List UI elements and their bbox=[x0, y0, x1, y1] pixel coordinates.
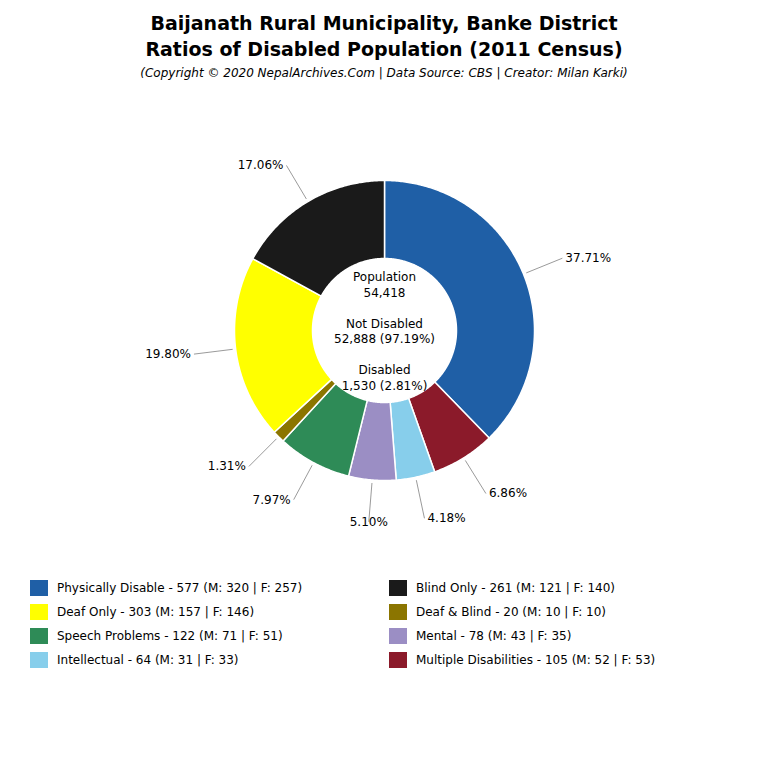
svg-text:4.18%: 4.18% bbox=[427, 511, 465, 525]
svg-text:17.06%: 17.06% bbox=[238, 158, 284, 172]
html-text:Mental - 78 (M: 43 | F: 35): Mental - 78 (M: 43 | F: 35) bbox=[416, 629, 572, 643]
html-text:(Copyright © 2020 NepalArchive: (Copyright © 2020 NepalArchives.Com | Da… bbox=[140, 66, 628, 80]
svg-text:5.10%: 5.10% bbox=[350, 515, 388, 529]
svg-text:Population54,418Not Disabled52: Population54,418Not Disabled52,888 (97.1… bbox=[334, 270, 435, 393]
html-text:Intellectual - 64 (M: 31 | F:: Intellectual - 64 (M: 31 | F: 33) bbox=[57, 653, 239, 667]
svg-text:6.86%: 6.86% bbox=[489, 486, 527, 500]
html-text:Speech Problems - 122 (M: 71 |: Speech Problems - 122 (M: 71 | F: 51) bbox=[57, 629, 283, 643]
html-text:Physically Disable - 577 (M: 3: Physically Disable - 577 (M: 320 | F: 25… bbox=[57, 581, 303, 595]
html-text:Deaf & Blind - 20 (M: 10 | F:: Deaf & Blind - 20 (M: 10 | F: 10) bbox=[416, 605, 606, 619]
html-text:Blind Only - 261 (M: 121 | F:: Blind Only - 261 (M: 121 | F: 140) bbox=[416, 581, 615, 595]
svg-text:37.71%: 37.71% bbox=[565, 251, 611, 265]
svg-text:7.97%: 7.97% bbox=[253, 493, 291, 507]
svg-text:1.31%: 1.31% bbox=[208, 459, 246, 473]
html-text:Ratios of Disabled Population: Ratios of Disabled Population (2011 Cens… bbox=[145, 38, 623, 60]
html-text:Multiple Disabilities - 105 (M: Multiple Disabilities - 105 (M: 52 | F: … bbox=[416, 653, 656, 667]
html-text:Deaf Only - 303 (M: 157 | F: 1: Deaf Only - 303 (M: 157 | F: 146) bbox=[57, 605, 255, 619]
html-text:Baijanath Rural Municipality,: Baijanath Rural Municipality, Banke Dist… bbox=[150, 12, 618, 34]
svg-text:19.80%: 19.80% bbox=[145, 347, 191, 361]
